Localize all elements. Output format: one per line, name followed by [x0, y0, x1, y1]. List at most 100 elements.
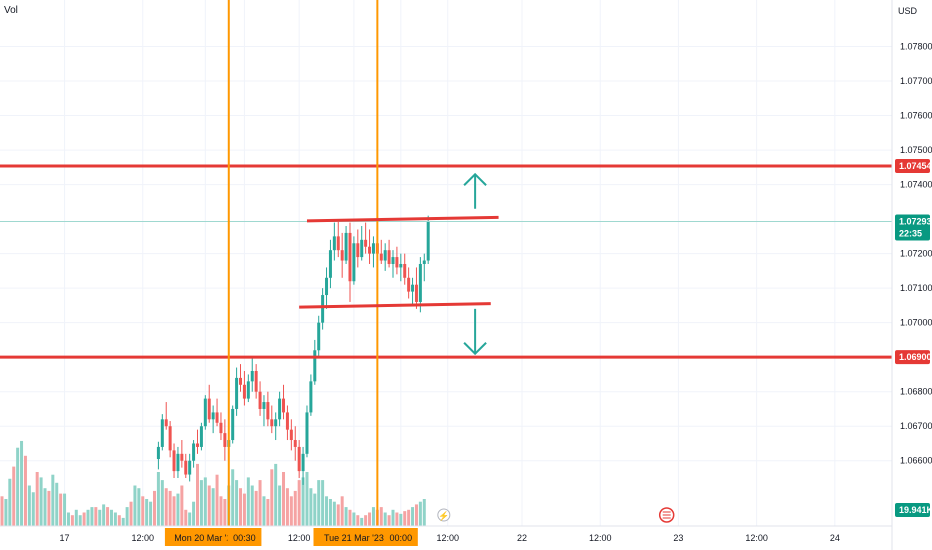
volume-bar — [379, 507, 383, 526]
candle-body — [231, 408, 235, 441]
candle-body — [422, 260, 426, 264]
volume-bar — [125, 507, 129, 526]
candle-body — [352, 243, 356, 282]
candle-body — [340, 250, 344, 261]
last-price-tag: 1.07293 — [899, 217, 932, 227]
trend-line[interactable] — [306, 215, 499, 223]
grid — [0, 0, 892, 526]
volume-bar — [145, 499, 149, 526]
level-price-tag: 1.07454 — [899, 161, 932, 171]
candle-body — [325, 277, 329, 296]
lightning-icon[interactable] — [437, 508, 451, 522]
candle-body — [278, 398, 282, 420]
volume-bar — [239, 488, 243, 526]
candle-body — [262, 402, 266, 409]
x-tick-label: 23 — [673, 533, 683, 543]
candle-body — [313, 350, 317, 382]
x-tick-highlight — [164, 528, 246, 546]
candle-body — [332, 236, 336, 251]
volume-bar — [383, 512, 387, 526]
volume-bar — [188, 512, 192, 526]
arrow-down-head[interactable] — [463, 342, 487, 356]
trend-line[interactable] — [299, 302, 491, 309]
volume-bar — [63, 493, 67, 526]
volume-bar — [160, 480, 164, 526]
horizontal-levels[interactable] — [0, 164, 892, 359]
volume-bar — [121, 517, 125, 526]
level-price-tag-bg — [895, 158, 930, 173]
volume-bar — [231, 469, 235, 526]
volume-bar — [411, 507, 415, 526]
volume-bar — [106, 507, 110, 526]
candle-body — [207, 398, 211, 420]
volume-bar — [164, 488, 168, 526]
candle-body — [274, 419, 278, 427]
volume-bar — [332, 501, 336, 526]
currency-label: USD — [898, 6, 918, 16]
volume-tag: 19.941K — [899, 505, 932, 515]
candle-body — [219, 422, 223, 434]
candle-body — [368, 246, 372, 254]
volume-bar — [20, 440, 24, 526]
candle-body — [414, 284, 418, 302]
candle-body — [172, 450, 176, 472]
candle-body — [301, 453, 305, 472]
volume-bar — [344, 507, 348, 526]
event-lines[interactable] — [227, 0, 379, 526]
candle-body — [285, 412, 289, 430]
volume-bar — [371, 507, 375, 526]
candle-body — [407, 277, 411, 292]
volume-bar — [246, 477, 250, 526]
candle-body — [403, 263, 407, 278]
arrow-up-head[interactable] — [463, 172, 487, 186]
volume-bar — [348, 509, 352, 526]
volume-bar — [254, 490, 258, 526]
candle-body — [215, 412, 219, 423]
volume-bar — [274, 463, 278, 526]
candle-body — [192, 443, 196, 461]
volume-bar — [199, 480, 203, 526]
volume-bar — [82, 512, 86, 526]
volume-bar — [418, 501, 422, 526]
volume-bar — [368, 512, 372, 526]
level-price-tag-bg — [895, 350, 930, 365]
volume-bar — [282, 472, 286, 526]
volume-bar — [219, 496, 223, 526]
volume-bar — [317, 480, 321, 526]
volume-bar — [211, 488, 215, 526]
volume-bar — [66, 512, 70, 526]
candle-body — [242, 384, 246, 399]
volume-bar — [356, 515, 360, 526]
candle-body — [293, 440, 297, 447]
candle-body — [184, 460, 188, 475]
y-tick-label: 1.07800 — [900, 42, 932, 52]
y-tick-label: 1.06800 — [900, 387, 932, 397]
volume-bar — [305, 472, 309, 526]
x-tick-label: 00:00 — [390, 533, 413, 543]
candle-body — [235, 377, 239, 409]
drawings[interactable] — [299, 172, 499, 356]
volume-bar — [203, 477, 207, 526]
y-tick-label: 1.07500 — [900, 145, 932, 155]
volume-bar — [399, 513, 403, 526]
candle-body — [305, 412, 309, 454]
volume-bar — [16, 447, 20, 526]
candle-body — [270, 419, 274, 427]
candle-body — [379, 253, 383, 261]
candle-body — [426, 221, 430, 261]
last-price-tag-countdown: 22:35 — [899, 229, 922, 239]
volume-bar — [176, 493, 180, 526]
y-tick-label: 1.07700 — [900, 76, 932, 86]
volume-bar — [117, 515, 121, 526]
volume-bar — [31, 492, 35, 526]
candle-body — [250, 370, 254, 382]
candle-body — [188, 460, 192, 475]
volume-bar — [8, 478, 12, 526]
candle-body — [254, 370, 258, 392]
volume-bar — [156, 472, 160, 526]
candle-body — [258, 391, 262, 409]
x-tick-label: Mon 20 Mar '23 — [174, 533, 236, 543]
volume-bar — [141, 496, 145, 526]
candle-body — [360, 239, 364, 258]
